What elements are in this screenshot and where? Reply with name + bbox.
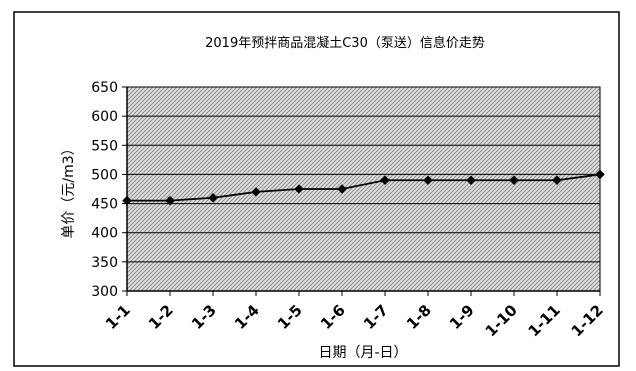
data-point	[294, 184, 304, 194]
y-tick-label: 450	[91, 197, 118, 213]
x-axis-label: 日期（月-日）	[318, 345, 407, 361]
data-point	[208, 192, 218, 203]
data-point	[595, 169, 605, 180]
data-point	[380, 175, 390, 186]
data-point	[122, 195, 132, 206]
data-point	[466, 175, 476, 186]
data-point	[165, 195, 175, 206]
y-axis-label: 单价（元/m3）	[61, 141, 77, 238]
series-polyline	[127, 173, 601, 202]
y-tick-label: 650	[91, 80, 118, 96]
series-line	[122, 169, 605, 206]
y-tick-label: 550	[91, 138, 118, 154]
y-tick-label: 600	[91, 109, 118, 125]
data-point	[552, 175, 562, 186]
plot-area	[126, 86, 601, 292]
data-point	[509, 175, 519, 186]
data-point	[251, 187, 261, 197]
y-tick-label: 300	[91, 284, 118, 300]
y-axis-ticks: 300 350 400 450 500 550 600 650	[91, 80, 127, 300]
data-point	[337, 184, 347, 194]
chart-title: 2019年预拌商品混凝土C30（泵送）信息价走势	[205, 35, 485, 51]
y-tick-label: 400	[91, 226, 118, 242]
y-tick-label: 500	[91, 167, 118, 183]
gridlines	[127, 86, 600, 263]
y-tick-label: 350	[91, 255, 118, 271]
data-point	[423, 175, 433, 186]
